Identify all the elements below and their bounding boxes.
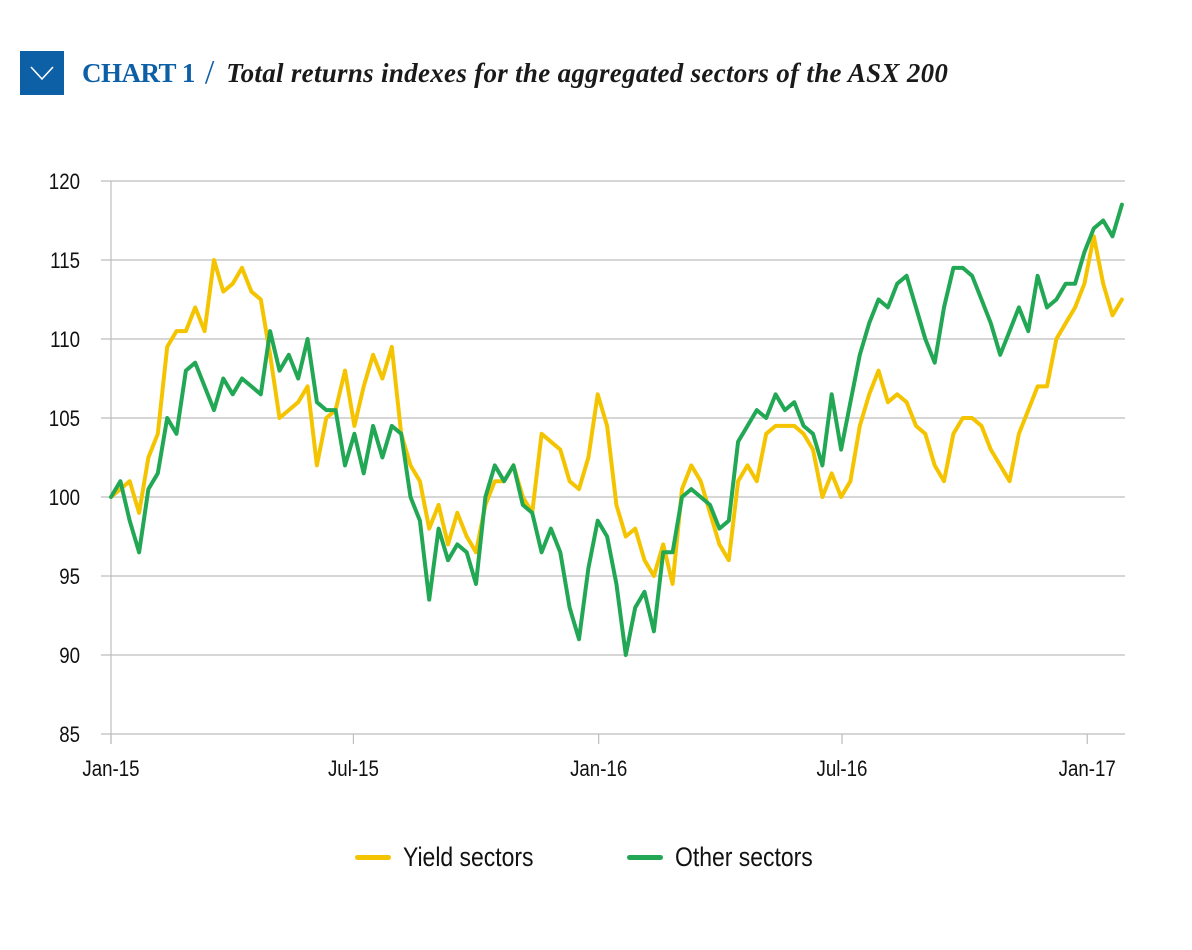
y-tick-label: 95 — [59, 566, 80, 590]
chart-number-label: CHART 1 — [82, 57, 195, 88]
x-tick-label: Jan-16 — [570, 758, 627, 782]
x-axis-ticks: Jan-15 Jul-15 Jan-16 Jul-16 Jan-17 — [82, 734, 1116, 782]
y-tick-label: 120 — [49, 171, 80, 195]
legend-swatch-yield — [355, 855, 392, 860]
y-tick-label: 90 — [59, 645, 80, 669]
series-line-other-sectors — [109, 202, 1124, 657]
y-axis-ticks: 85 90 95 100 105 110 115 120 — [49, 171, 80, 748]
x-tick-label: Jan-17 — [1059, 758, 1116, 782]
legend-swatch-other — [626, 855, 663, 860]
chart-badge — [20, 51, 64, 95]
series-line-yield-sectors — [109, 234, 1124, 586]
x-tick-label: Jan-15 — [82, 758, 139, 782]
y-tick-label: 105 — [49, 408, 80, 432]
legend-label-yield: Yield sectors — [403, 842, 534, 872]
y-tick-label: 115 — [50, 250, 80, 274]
legend-item-other: Other sectors — [626, 842, 837, 873]
title-separator: / — [204, 54, 215, 91]
chart-title: Total returns indexes for the aggregated… — [226, 57, 949, 88]
y-tick-label: 110 — [50, 329, 80, 353]
series-lines — [109, 202, 1124, 657]
chevron-down-icon — [30, 66, 54, 81]
x-tick-label: Jul-15 — [328, 758, 379, 782]
chart-header: CHART 1 / Total returns indexes for the … — [20, 50, 948, 96]
y-tick-label: 100 — [49, 487, 80, 511]
x-tick-label: Jul-16 — [817, 758, 868, 782]
legend-item-yield: Yield sectors — [355, 842, 557, 873]
y-tick-label: 85 — [59, 724, 80, 748]
legend: Yield sectors Other sectors — [0, 842, 1192, 873]
legend-label-other: Other sectors — [674, 842, 813, 872]
